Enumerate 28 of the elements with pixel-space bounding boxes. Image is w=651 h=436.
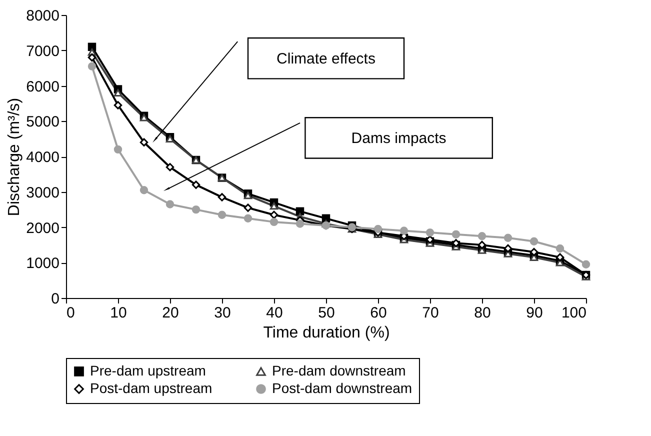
y-tick-label: 2000	[26, 220, 60, 237]
legend-label: Pre-dam downstream	[272, 362, 406, 378]
y-tick-label: 4000	[26, 149, 60, 166]
x-tick-label: 50	[318, 304, 335, 322]
x-tick-label: 70	[422, 304, 439, 322]
y-tick-label: 1000	[26, 255, 60, 272]
x-tick-label: 90	[526, 304, 543, 322]
x-tick-label: 40	[266, 304, 283, 322]
y-tick-label: 0	[51, 290, 60, 308]
y-tick-label: 7000	[26, 42, 60, 60]
x-tick-label: 60	[370, 304, 387, 322]
legend-label: Pre-dam upstream	[90, 362, 206, 378]
annotation: Dams impacts	[351, 130, 446, 147]
x-tick-label: 100	[561, 304, 586, 322]
x-tick-label: 30	[214, 304, 231, 322]
legend-label: Post-dam upstream	[90, 380, 212, 396]
annotation: Climate effects	[276, 50, 376, 68]
x-tick-label: 80	[474, 304, 491, 322]
y-tick-label: 5000	[26, 114, 60, 131]
y-axis-title: Discharge (m³/s)	[6, 98, 24, 216]
y-tick-label: 6000	[26, 78, 60, 96]
x-tick-label: 10	[110, 304, 127, 322]
x-tick-label: 0	[66, 304, 75, 322]
x-tick-label: 20	[162, 304, 179, 322]
y-tick-label: 8000	[26, 8, 60, 24]
y-tick-label: 3000	[26, 184, 60, 202]
legend-label: Post-dam downstream	[272, 380, 412, 396]
x-axis-title: Time duration (%)	[263, 324, 390, 342]
